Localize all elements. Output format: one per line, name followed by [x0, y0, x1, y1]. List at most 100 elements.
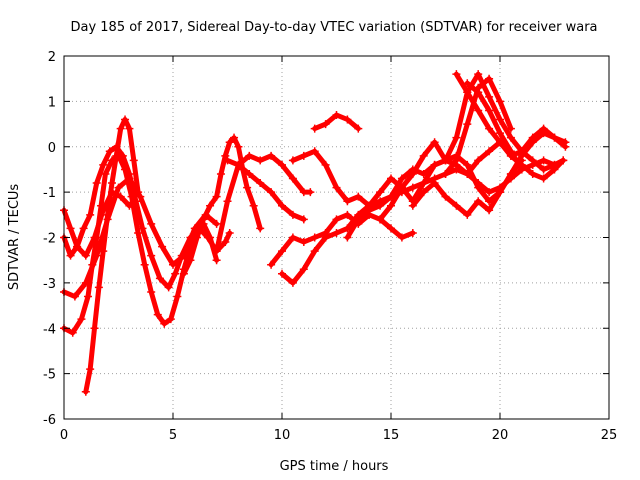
data-point	[278, 247, 286, 256]
data-point	[147, 251, 156, 260]
data-point	[408, 183, 417, 192]
data-point	[234, 142, 243, 151]
data-point	[134, 228, 143, 237]
data-point	[299, 238, 308, 247]
data-point	[245, 169, 254, 178]
data-point	[321, 160, 330, 169]
data-point	[234, 160, 243, 169]
data-point	[171, 269, 180, 278]
x-tick-label: 25	[601, 428, 618, 443]
data-point	[83, 292, 92, 301]
y-tick-label: -4	[43, 322, 56, 337]
data-point	[485, 106, 494, 115]
data-point	[310, 147, 319, 156]
data-point	[121, 165, 130, 174]
y-tick-label: -3	[43, 277, 56, 292]
data-point	[288, 210, 297, 219]
data-point	[223, 156, 232, 165]
data-point	[221, 238, 230, 247]
x-tick-label: 10	[274, 428, 291, 443]
data-point	[299, 265, 308, 274]
data-point	[267, 188, 276, 197]
data-point	[169, 260, 177, 269]
data-point	[116, 192, 125, 201]
data-point	[387, 174, 395, 183]
data-point	[288, 278, 297, 287]
data-point	[485, 124, 494, 133]
y-tick-label: 2	[48, 50, 56, 65]
data-point	[441, 192, 450, 201]
data-point	[256, 224, 265, 233]
data-point	[376, 201, 385, 210]
data-point	[321, 228, 330, 237]
data-point	[517, 147, 526, 156]
data-point	[559, 156, 568, 165]
data-point	[129, 156, 138, 165]
data-point	[343, 233, 352, 242]
data-point	[474, 70, 483, 79]
y-tick-label: -1	[43, 186, 56, 201]
data-point	[267, 260, 276, 269]
data-point	[249, 201, 258, 210]
data-point	[86, 210, 95, 219]
data-point	[103, 215, 112, 224]
data-point	[354, 124, 363, 133]
data-point	[376, 215, 385, 224]
data-point	[216, 169, 225, 178]
data-point	[496, 188, 504, 197]
data-point	[107, 179, 116, 188]
data-point	[136, 192, 145, 201]
data-point	[419, 179, 428, 188]
data-point	[419, 169, 428, 178]
x-tick-label: 5	[169, 428, 177, 443]
data-point	[539, 124, 548, 133]
data-point	[81, 278, 90, 287]
data-point	[121, 115, 130, 124]
data-point	[528, 156, 537, 165]
data-point	[561, 142, 570, 151]
y-tick-label: 0	[48, 141, 56, 156]
data-point	[158, 242, 167, 251]
data-point	[463, 88, 472, 97]
data-series	[223, 156, 308, 224]
data-point	[343, 197, 352, 206]
x-axis-label: GPS time / hours	[280, 459, 389, 474]
data-point	[485, 147, 494, 156]
data-point	[408, 228, 417, 237]
data-point	[186, 256, 195, 265]
data-point	[452, 201, 461, 210]
data-point	[66, 224, 75, 233]
data-point	[288, 233, 297, 242]
data-point	[243, 183, 252, 192]
data-point	[131, 197, 140, 206]
data-point	[474, 183, 483, 192]
data-point	[288, 174, 297, 183]
data-point	[125, 124, 134, 133]
data-point	[267, 151, 276, 160]
data-point	[430, 138, 439, 147]
data-point	[506, 124, 515, 133]
data-point	[199, 215, 208, 224]
data-point	[485, 188, 494, 197]
data-point	[539, 165, 548, 174]
data-point	[212, 219, 221, 228]
data-point	[299, 151, 308, 160]
data-point	[528, 169, 537, 178]
data-point	[506, 169, 515, 178]
data-point	[441, 156, 450, 165]
data-point	[221, 151, 230, 160]
data-point	[77, 315, 86, 324]
data-point	[99, 160, 108, 169]
series-trace	[214, 153, 313, 254]
data-point	[101, 169, 110, 178]
data-point	[343, 115, 352, 124]
data-point	[430, 160, 439, 169]
data-point	[212, 192, 221, 201]
y-axis-label: SDTVAR / TECUs	[7, 184, 22, 291]
data-series	[310, 110, 363, 133]
data-point	[206, 201, 215, 210]
data-point	[278, 269, 286, 278]
data-series	[408, 156, 526, 219]
data-point	[125, 201, 134, 210]
data-point	[212, 256, 221, 265]
